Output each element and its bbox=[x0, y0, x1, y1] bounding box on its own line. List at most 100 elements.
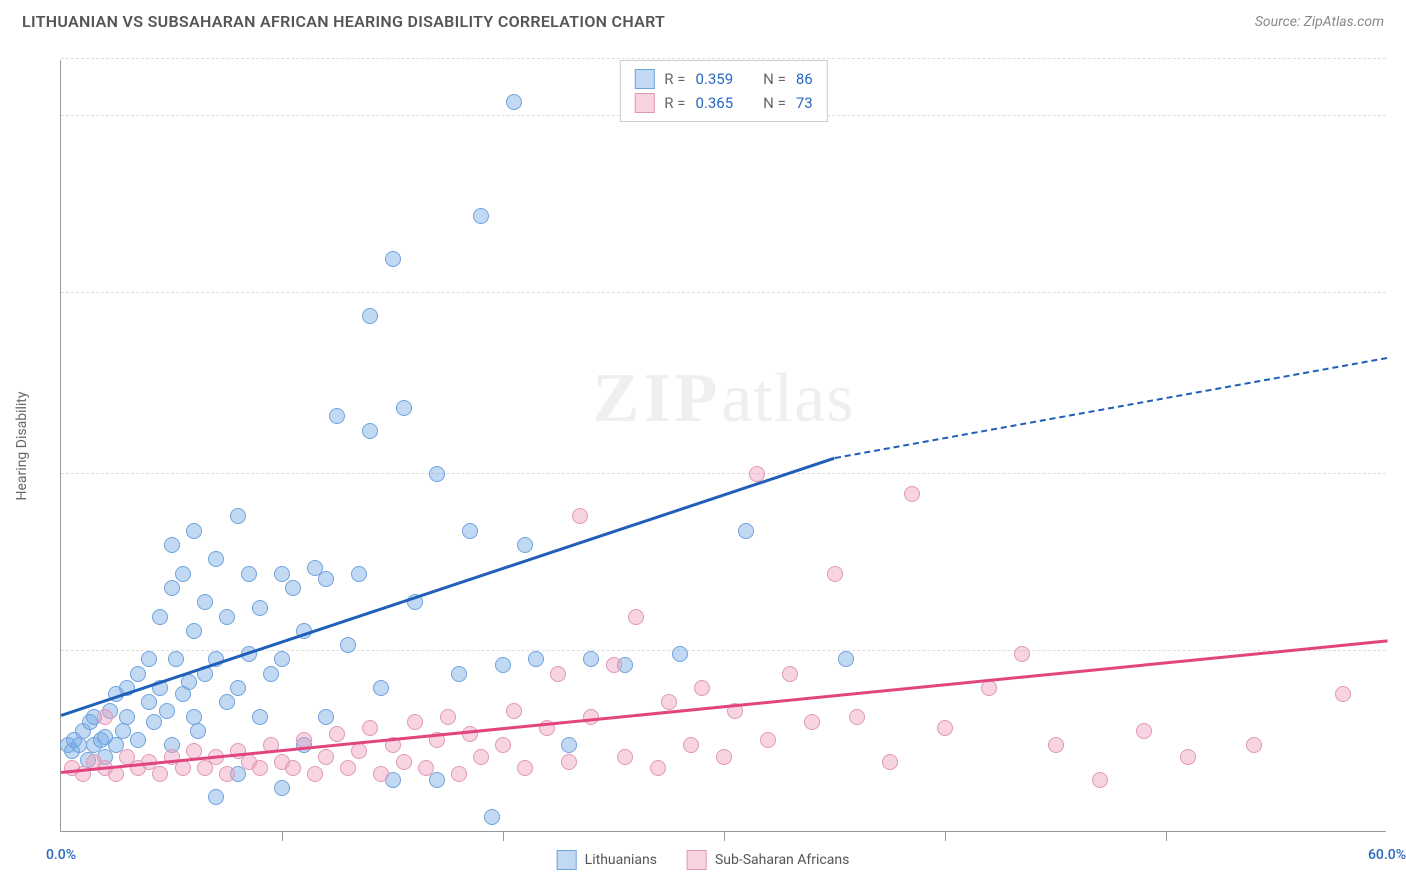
data-point-subsaharan bbox=[506, 703, 522, 719]
data-point-lithuanians bbox=[252, 600, 268, 616]
data-point-lithuanians bbox=[186, 623, 202, 639]
swatch-subsaharan bbox=[634, 93, 654, 113]
correlation-legend: R = 0.359 N = 86 R = 0.365 N = 73 bbox=[619, 60, 827, 122]
data-point-lithuanians bbox=[318, 709, 334, 725]
n-value-subsaharan: 73 bbox=[796, 94, 813, 112]
data-point-subsaharan bbox=[617, 749, 633, 765]
data-point-lithuanians bbox=[208, 551, 224, 567]
legend-item-lithuanians: Lithuanians bbox=[557, 850, 657, 870]
data-point-subsaharan bbox=[495, 737, 511, 753]
data-point-lithuanians bbox=[506, 94, 522, 110]
data-point-subsaharan bbox=[219, 766, 235, 782]
data-point-lithuanians bbox=[190, 723, 206, 739]
data-point-lithuanians bbox=[164, 537, 180, 553]
source-prefix: Source: bbox=[1255, 14, 1304, 30]
data-point-lithuanians bbox=[451, 666, 467, 682]
data-point-subsaharan bbox=[175, 760, 191, 776]
data-point-subsaharan bbox=[451, 766, 467, 782]
data-point-lithuanians bbox=[373, 680, 389, 696]
r-label: R = bbox=[664, 70, 685, 88]
data-point-lithuanians bbox=[583, 651, 599, 667]
data-point-subsaharan bbox=[252, 760, 268, 776]
data-point-subsaharan bbox=[285, 760, 301, 776]
data-point-subsaharan bbox=[683, 737, 699, 753]
data-point-lithuanians bbox=[146, 714, 162, 730]
legend-row-subsaharan: R = 0.365 N = 73 bbox=[634, 91, 812, 115]
data-point-subsaharan bbox=[904, 486, 920, 502]
x-tick bbox=[503, 831, 504, 841]
x-tick bbox=[945, 831, 946, 841]
data-point-subsaharan bbox=[882, 754, 898, 770]
data-point-subsaharan bbox=[462, 726, 478, 742]
data-point-subsaharan bbox=[606, 657, 622, 673]
data-point-lithuanians bbox=[340, 637, 356, 653]
y-axis-label: Hearing Disability bbox=[14, 392, 30, 501]
data-point-lithuanians bbox=[351, 566, 367, 582]
data-point-lithuanians bbox=[672, 646, 688, 662]
x-tick bbox=[282, 831, 283, 841]
data-point-subsaharan bbox=[981, 680, 997, 696]
data-point-subsaharan bbox=[373, 766, 389, 782]
data-point-subsaharan bbox=[351, 743, 367, 759]
data-point-subsaharan bbox=[1246, 737, 1262, 753]
data-point-subsaharan bbox=[694, 680, 710, 696]
data-point-lithuanians bbox=[186, 523, 202, 539]
data-point-lithuanians bbox=[385, 251, 401, 267]
series-legend: Lithuanians Sub-Saharan Africans bbox=[557, 850, 850, 870]
data-point-subsaharan bbox=[628, 609, 644, 625]
chart-container: LITHUANIAN VS SUBSAHARAN AFRICAN HEARING… bbox=[0, 0, 1406, 892]
data-point-subsaharan bbox=[782, 666, 798, 682]
data-point-subsaharan bbox=[517, 760, 533, 776]
legend-item-subsaharan: Sub-Saharan Africans bbox=[687, 850, 849, 870]
data-point-lithuanians bbox=[473, 208, 489, 224]
data-point-lithuanians bbox=[462, 523, 478, 539]
data-point-lithuanians bbox=[318, 571, 334, 587]
data-point-lithuanians bbox=[219, 609, 235, 625]
data-point-lithuanians bbox=[274, 651, 290, 667]
source-attribution: Source: ZipAtlas.com bbox=[1255, 14, 1384, 30]
data-point-lithuanians bbox=[175, 566, 191, 582]
data-point-subsaharan bbox=[849, 709, 865, 725]
x-tick bbox=[1166, 831, 1167, 841]
chart-header: LITHUANIAN VS SUBSAHARAN AFRICAN HEARING… bbox=[0, 0, 1406, 43]
data-point-subsaharan bbox=[550, 666, 566, 682]
gridline bbox=[61, 473, 1386, 474]
data-point-subsaharan bbox=[296, 732, 312, 748]
data-point-lithuanians bbox=[230, 508, 246, 524]
gridline bbox=[61, 292, 1386, 293]
data-point-lithuanians bbox=[263, 666, 279, 682]
data-point-lithuanians bbox=[484, 809, 500, 825]
r-value-lithuanians: 0.359 bbox=[695, 70, 733, 88]
data-point-lithuanians bbox=[219, 694, 235, 710]
data-point-lithuanians bbox=[230, 680, 246, 696]
data-point-lithuanians bbox=[274, 566, 290, 582]
x-tick-label: 0.0% bbox=[46, 847, 76, 863]
data-point-subsaharan bbox=[804, 714, 820, 730]
data-point-subsaharan bbox=[572, 508, 588, 524]
series-label-lithuanians: Lithuanians bbox=[585, 852, 657, 868]
data-point-subsaharan bbox=[97, 709, 113, 725]
gridline bbox=[61, 58, 1386, 59]
watermark: ZIPatlas bbox=[593, 359, 855, 439]
chart-title: LITHUANIAN VS SUBSAHARAN AFRICAN HEARING… bbox=[22, 12, 665, 31]
data-point-subsaharan bbox=[650, 760, 666, 776]
data-point-lithuanians bbox=[252, 709, 268, 725]
data-point-lithuanians bbox=[197, 594, 213, 610]
data-point-lithuanians bbox=[164, 580, 180, 596]
data-point-subsaharan bbox=[407, 714, 423, 730]
data-point-subsaharan bbox=[340, 760, 356, 776]
trend-line-dashed-lithuanians bbox=[834, 357, 1387, 459]
data-point-lithuanians bbox=[241, 566, 257, 582]
swatch-lithuanians bbox=[634, 69, 654, 89]
watermark-zip: ZIP bbox=[593, 360, 722, 437]
data-point-lithuanians bbox=[517, 537, 533, 553]
data-point-subsaharan bbox=[716, 749, 732, 765]
data-point-subsaharan bbox=[661, 694, 677, 710]
data-point-lithuanians bbox=[130, 666, 146, 682]
data-point-subsaharan bbox=[827, 566, 843, 582]
data-point-lithuanians bbox=[528, 651, 544, 667]
r-label: R = bbox=[664, 94, 685, 112]
x-tick bbox=[724, 831, 725, 841]
data-point-subsaharan bbox=[1335, 686, 1351, 702]
source-name: ZipAtlas.com bbox=[1304, 14, 1384, 30]
